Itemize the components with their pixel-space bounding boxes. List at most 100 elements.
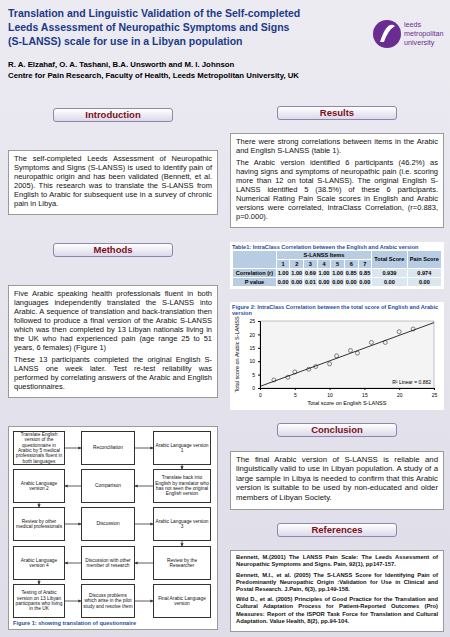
tick-mark bbox=[258, 321, 260, 322]
flow-node: Discussion with other member of research bbox=[81, 546, 135, 580]
y-tick: 20 bbox=[249, 331, 260, 337]
flow-node: Discussion bbox=[81, 507, 135, 541]
table-cell: 1.00 bbox=[290, 268, 304, 277]
tick-label: 20 bbox=[397, 391, 403, 397]
reference: Wild D., et al. (2005) Principles of Goo… bbox=[236, 596, 438, 625]
tick-mark bbox=[258, 361, 260, 362]
tick-label: 5 bbox=[252, 372, 255, 378]
table: S-LANSS ItemsTotal ScorePain Score123456… bbox=[232, 250, 442, 287]
annotation: R² Linear = 0.882 bbox=[392, 379, 431, 385]
arrow bbox=[135, 486, 153, 487]
tick-mark bbox=[258, 388, 260, 389]
flow-node: Testing of Arabic version on 13 Libyan p… bbox=[13, 584, 65, 618]
arrow bbox=[65, 563, 81, 564]
paragraph: Five Arabic speaking health professional… bbox=[14, 289, 212, 352]
tick-mark bbox=[364, 388, 365, 390]
table-cell: 0.939 bbox=[372, 268, 408, 277]
x-tick: 25 bbox=[432, 388, 438, 398]
methods-box: Five Arabic speaking health professional… bbox=[8, 285, 218, 398]
table-header: 2 bbox=[290, 259, 304, 268]
x-tick: 10 bbox=[327, 388, 333, 398]
scatter-chart: 05101520250510152025Total score on Engli… bbox=[232, 316, 442, 408]
section-heading: Results bbox=[277, 106, 397, 120]
tick-label: 20 bbox=[249, 331, 255, 337]
tick-mark bbox=[434, 388, 435, 390]
title-line: (S-LANSS) scale for use in a Libyan popu… bbox=[8, 34, 373, 48]
table-row: P value0.000.000.010.000.000.000.000.000… bbox=[233, 277, 442, 286]
table-cell: 0.69 bbox=[304, 268, 318, 277]
y-tick: 0 bbox=[252, 385, 260, 391]
table-cell: 1.00 bbox=[331, 268, 345, 277]
tick-label: 10 bbox=[327, 391, 333, 397]
flow-node: Reconciliation bbox=[81, 431, 135, 465]
table-header: S-LANSS Items bbox=[276, 250, 371, 259]
table-cell: 0.00 bbox=[407, 277, 441, 286]
table-header: Total Score bbox=[372, 250, 408, 268]
flow-node: Discuss problems which arise in the pilo… bbox=[81, 584, 135, 618]
plot-area bbox=[260, 321, 434, 388]
row-label: P value bbox=[233, 277, 277, 286]
table-cell: 0.00 bbox=[331, 277, 345, 286]
tick-mark bbox=[258, 334, 260, 335]
paragraph: These 13 participants completed the orig… bbox=[14, 355, 212, 391]
plot bbox=[260, 323, 434, 387]
table-header: 1 bbox=[276, 259, 290, 268]
table-cell: 0.00 bbox=[317, 277, 331, 286]
y-tick: 25 bbox=[249, 318, 260, 324]
table-caption: Table1: IntraClass Correlation between t… bbox=[232, 244, 442, 250]
paragraph: The final Arabic version of S-LANSS is r… bbox=[236, 455, 438, 503]
reference: Bennett, M.I., et al. (2005) The S-LANSS… bbox=[236, 572, 438, 594]
tick-label: 0 bbox=[252, 385, 255, 391]
paragraph: There were strong correlations between i… bbox=[236, 137, 438, 155]
table-cell: 0.974 bbox=[407, 268, 441, 277]
header: Translation and Linguistic Validation of… bbox=[8, 6, 373, 80]
table-cell: 0.85 bbox=[358, 268, 372, 277]
tick-mark bbox=[399, 388, 400, 390]
point bbox=[328, 362, 332, 366]
logo-shape bbox=[380, 25, 395, 42]
results-box: There were strong correlations between i… bbox=[230, 133, 444, 228]
arrow bbox=[135, 524, 153, 525]
table-header: 3 bbox=[304, 259, 318, 268]
table-cell: 0.85 bbox=[344, 268, 358, 277]
tick-label: 15 bbox=[249, 345, 255, 351]
table-row: Correlation (r)1.001.000.691.001.000.850… bbox=[233, 268, 442, 277]
arrow bbox=[135, 563, 153, 564]
section-heading: Introduction bbox=[53, 108, 173, 122]
fit-line bbox=[260, 323, 434, 387]
arrow bbox=[65, 486, 81, 487]
tick-mark bbox=[258, 375, 260, 376]
arrow bbox=[65, 524, 81, 525]
y-tick: 5 bbox=[252, 372, 260, 378]
axis-line bbox=[261, 388, 435, 390]
table-cell: 1.00 bbox=[317, 268, 331, 277]
flow-node: Review by the Researcher bbox=[153, 546, 211, 580]
tick-label: 0 bbox=[259, 391, 262, 397]
reference: Bennett, M.(2001) The LANSS Pain Scale: … bbox=[236, 554, 438, 568]
table-header: Pain Score bbox=[407, 250, 441, 268]
logo-text: leeds bbox=[404, 20, 422, 29]
flow-node: Arabic Language version 1 bbox=[153, 431, 211, 465]
table-cell bbox=[233, 250, 277, 268]
tick-mark bbox=[258, 348, 260, 349]
point bbox=[335, 354, 339, 358]
logo-text: university bbox=[404, 38, 435, 47]
flow-node: Final Arabic Language version bbox=[153, 584, 211, 618]
references-box: Bennett, M.(2001) The LANSS Pain Scale: … bbox=[230, 550, 444, 632]
logo-circle bbox=[373, 20, 401, 48]
flow-node: Translate English version of the questio… bbox=[13, 431, 65, 465]
tick-mark bbox=[330, 388, 331, 390]
tick-label: 10 bbox=[249, 358, 255, 364]
tick-label: 25 bbox=[249, 318, 255, 324]
table-header: 4 bbox=[317, 259, 331, 268]
table-1: Table1: IntraClass Correlation between t… bbox=[230, 242, 444, 289]
x-axis: 0510152025 bbox=[259, 388, 437, 398]
title-line: Translation and Linguistic Validation of… bbox=[8, 6, 373, 20]
x-tick: 5 bbox=[294, 388, 297, 398]
table-cell: 0.01 bbox=[304, 277, 318, 286]
flow-node: Arabic Language version 2 bbox=[13, 469, 65, 503]
point bbox=[355, 351, 359, 355]
arrow bbox=[135, 601, 153, 602]
flow-node: Arabic Language version 3 bbox=[153, 507, 211, 541]
title-line: Leeds Assessment of Neuropathic Symptoms… bbox=[8, 20, 373, 34]
